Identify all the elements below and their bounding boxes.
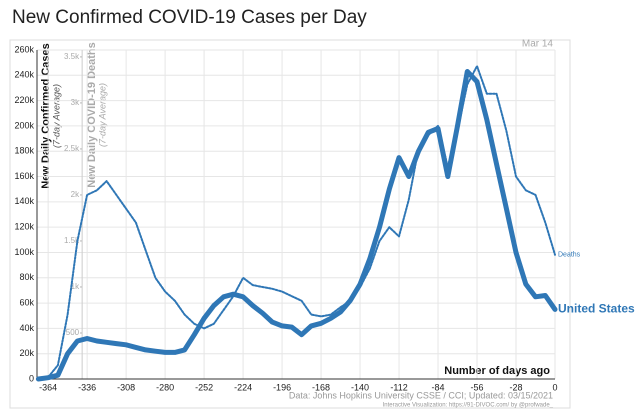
y-tick-label: 100k [14, 247, 34, 257]
x-tick-label: -140 [351, 382, 369, 392]
y2-tick-label: 500 [66, 328, 80, 337]
frame [9, 39, 571, 409]
y-tick-label: 200k [14, 120, 34, 130]
x-tick-label: -336 [78, 382, 96, 392]
x-tick-label: -224 [234, 382, 252, 392]
y2-tick-label: 2k [71, 190, 80, 199]
cases-line [35, 69, 558, 382]
series-label: United States [558, 302, 635, 316]
y-tick-label: 120k [14, 222, 34, 232]
y-axis-sublabel: (7-day Average) [51, 84, 61, 148]
x-tick-label: -280 [156, 382, 174, 392]
y-tick-label: 220k [14, 95, 34, 105]
deaths-line [37, 65, 556, 380]
y-tick-label: 20k [19, 348, 34, 358]
x-tick-label: -252 [195, 382, 213, 392]
y-tick-label: 0 [29, 373, 34, 383]
source: Data: Johns Hopkins University CSSE / CC… [289, 390, 553, 400]
x-tick-label: -168 [312, 382, 330, 392]
y-tick-label: 240k [14, 70, 34, 80]
y2-tick-label: 2.5k [64, 144, 80, 153]
x-tick-label: -112 [390, 382, 407, 392]
series-label: Deaths [558, 252, 581, 259]
y-tick-label: 180k [14, 146, 34, 156]
x-axis-label: Number of days ago [444, 365, 550, 377]
x-tick-label: -28 [510, 382, 523, 392]
x-tick-label: -308 [117, 382, 135, 392]
x-tick-label: -196 [273, 382, 291, 392]
y2-tick-label: 1.5k [64, 236, 80, 245]
chart-title: New Confirmed COVID-19 Cases per Day [12, 7, 367, 28]
x-tick-label: 0 [552, 382, 557, 392]
y2-axis-sublabel: (7-day Average) [97, 83, 107, 147]
y-tick-label: 160k [14, 171, 34, 181]
y-tick-label: 140k [14, 196, 34, 206]
y2-tick-label: 1k [71, 282, 80, 291]
x-tick-label: -364 [39, 382, 57, 392]
y2-axis-label: New Daily COVID-19 Deaths [86, 42, 98, 188]
y-tick-label: 260k [14, 44, 34, 54]
x-tick-label: -84 [432, 382, 445, 392]
x-tick-label: -56 [471, 382, 484, 392]
date-label: Mar 14 [522, 39, 554, 50]
y-tick-label: 60k [19, 297, 34, 307]
y2-tick-label: 3.5k [64, 52, 80, 61]
y-axis-label: New Daily Confirmed Cases [40, 43, 52, 189]
y-tick-label: 80k [19, 272, 34, 282]
y-tick-label: 40k [19, 323, 34, 333]
y2-tick-label: 3k [71, 98, 80, 107]
credit: Interactive Visualization: https://91-DI… [383, 403, 554, 409]
